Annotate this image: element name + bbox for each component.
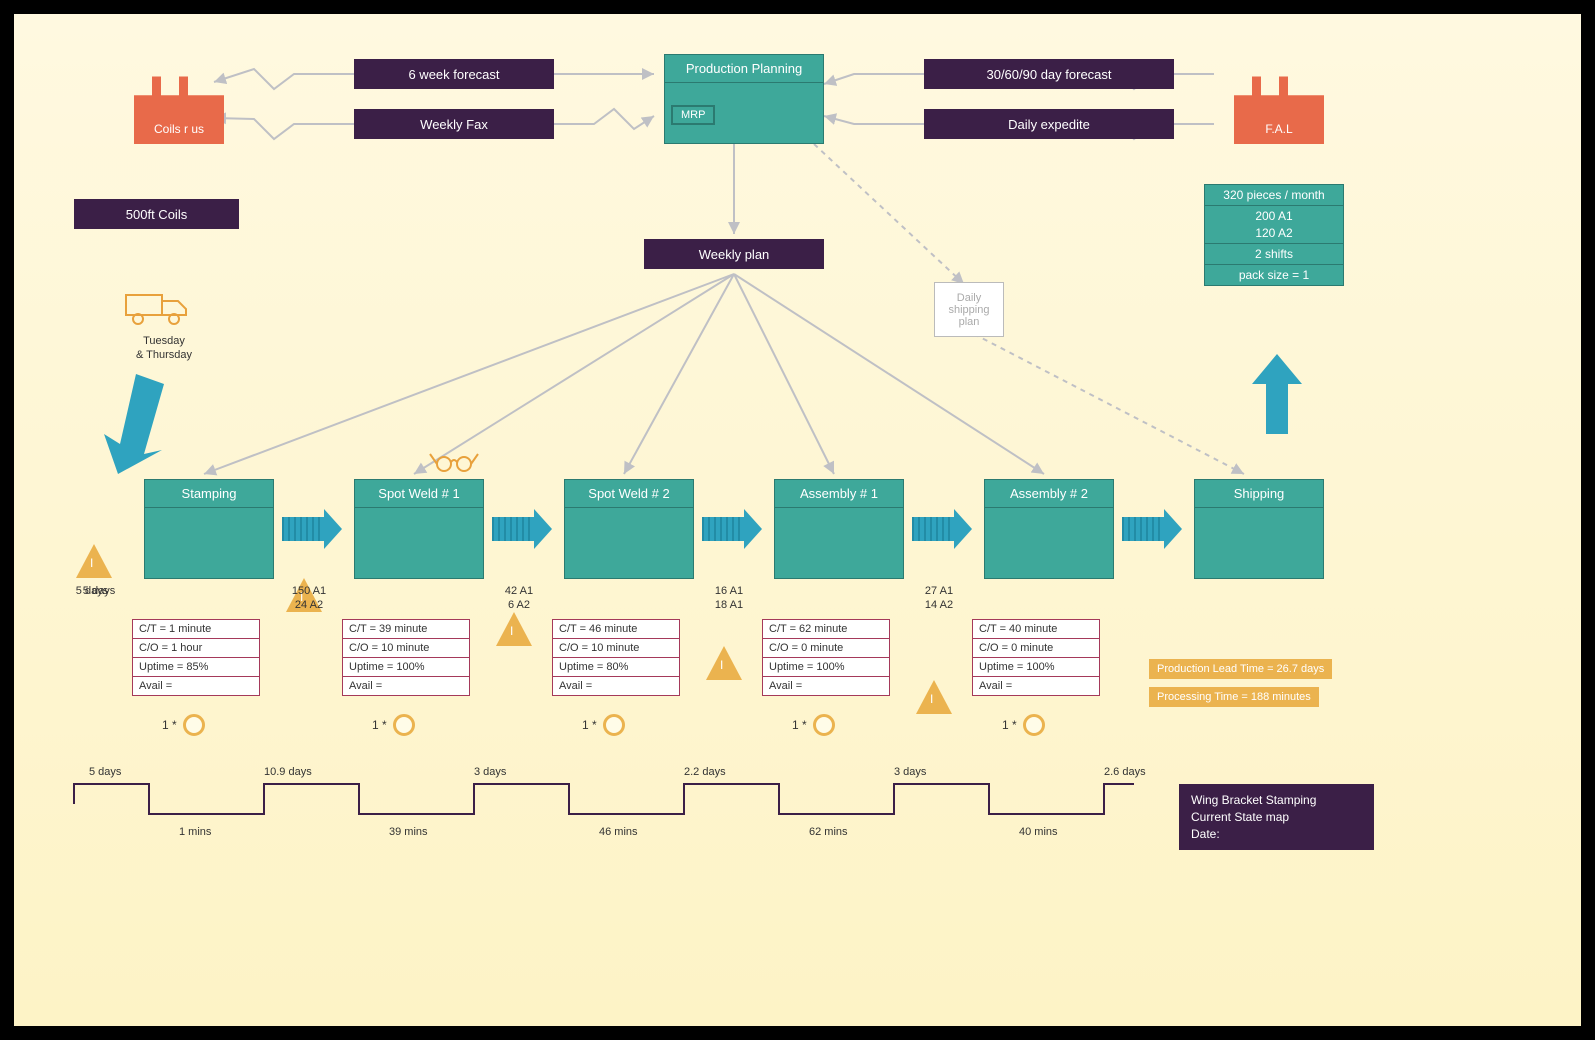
inventory-label-1: 150 A1 24 A2 (274, 584, 344, 613)
inventory-triangle-4: I (916, 680, 952, 714)
timeline-min-4: 40 mins (1019, 826, 1058, 838)
timeline-day-1: 10.9 days (264, 766, 312, 778)
timeline-day-4: 3 days (894, 766, 926, 778)
inventory-triangle-3: I (706, 646, 742, 680)
process-3-name: Assembly # 1 (775, 480, 903, 508)
operator-0: 1 * (162, 714, 205, 736)
footer-l3: Date: (1191, 826, 1362, 843)
inventory-label-first: 5 days (62, 584, 122, 598)
data-table-3: C/T = 62 minute C/O = 0 minute Uptime = … (762, 619, 890, 696)
daily-shipping-plan: Daily shipping plan (934, 282, 1004, 337)
planning-title: Production Planning (665, 55, 823, 83)
process-4: Assembly # 2 (984, 479, 1114, 579)
timeline-day-3: 2.2 days (684, 766, 726, 778)
flow-daily-expedite: Daily expedite (924, 109, 1174, 139)
planning-sub: MRP (671, 105, 715, 125)
timeline-day-5: 2.6 days (1104, 766, 1146, 778)
supplier-left-label: Coils r us (154, 122, 204, 136)
truck-icon (124, 289, 192, 334)
timeline-min-3: 62 mins (809, 826, 848, 838)
data-table-1: C/T = 39 minute C/O = 10 minute Uptime =… (342, 619, 470, 696)
process-4-name: Assembly # 2 (985, 480, 1113, 508)
process-3: Assembly # 1 (774, 479, 904, 579)
push-arrow-0 (282, 509, 342, 549)
ci-l1: 320 pieces / month (1205, 185, 1343, 206)
process-0-name: Stamping (145, 480, 273, 508)
inventory-label-2: 42 A1 6 A2 (484, 584, 554, 613)
operator-2: 1 * (582, 714, 625, 736)
material-arrow-in (84, 374, 164, 479)
ci-l2: 200 A1 (1205, 206, 1343, 223)
data-table-0: C/T = 1 minute C/O = 1 hour Uptime = 85%… (132, 619, 260, 696)
timeline-min-2: 46 mins (599, 826, 638, 838)
timeline-day-0: 5 days (89, 766, 121, 778)
production-planning: Production Planning MRP (664, 54, 824, 144)
operator-4: 1 * (1002, 714, 1045, 736)
footer-l2: Current State map (1191, 809, 1362, 826)
data-table-2: C/T = 46 minute C/O = 10 minute Uptime =… (552, 619, 680, 696)
truck-days: Tuesday & Thursday (129, 334, 199, 363)
vsm-canvas: Coils r us F.A.L 6 week forecast Weekly … (0, 0, 1595, 1040)
process-5-name: Shipping (1195, 480, 1323, 508)
customer-info: 320 pieces / month 200 A1 120 A2 2 shift… (1204, 184, 1344, 286)
inventory-triangle-2: I (496, 612, 532, 646)
process-5: Shipping (1194, 479, 1324, 579)
push-arrow-2 (702, 509, 762, 549)
operator-3: 1 * (792, 714, 835, 736)
process-0: Stamping (144, 479, 274, 579)
lead-time: Production Lead Time = 26.7 days (1149, 659, 1332, 679)
push-arrow-3 (912, 509, 972, 549)
proc-time: Processing Time = 188 minutes (1149, 687, 1319, 707)
ci-l5: pack size = 1 (1205, 265, 1343, 285)
coils-label: 500ft Coils (74, 199, 239, 229)
flow-306090: 30/60/90 day forecast (924, 59, 1174, 89)
data-table-4: C/T = 40 minute C/O = 0 minute Uptime = … (972, 619, 1100, 696)
timeline-min-1: 39 mins (389, 826, 428, 838)
inventory-label-4: 27 A1 14 A2 (904, 584, 974, 613)
footer-title: Wing Bracket Stamping Current State map … (1179, 784, 1374, 850)
push-arrow-4 (1122, 509, 1182, 549)
flow-6wk: 6 week forecast (354, 59, 554, 89)
process-2-name: Spot Weld # 2 (565, 480, 693, 508)
timeline-min-0: 1 mins (179, 826, 211, 838)
process-2: Spot Weld # 2 (564, 479, 694, 579)
operator-1: 1 * (372, 714, 415, 736)
ci-l4: 2 shifts (1205, 244, 1343, 265)
flow-weekly-fax: Weekly Fax (354, 109, 554, 139)
ci-l3: 120 A2 (1205, 223, 1343, 244)
push-arrow-1 (492, 509, 552, 549)
weekly-plan: Weekly plan (644, 239, 824, 269)
footer-l1: Wing Bracket Stamping (1191, 792, 1362, 809)
process-1-name: Spot Weld # 1 (355, 480, 483, 508)
material-arrow-out (1252, 354, 1302, 439)
inventory-label-3: 16 A1 18 A1 (694, 584, 764, 613)
process-1: Spot Weld # 1 (354, 479, 484, 579)
supplier-right-label: F.A.L (1265, 122, 1292, 136)
inventory-triangle-0: I (76, 544, 112, 578)
timeline-day-2: 3 days (474, 766, 506, 778)
